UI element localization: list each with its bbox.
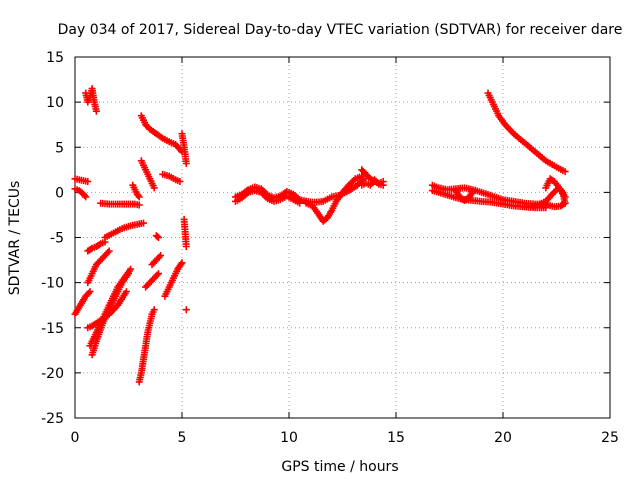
data-point-cross [155, 270, 162, 278]
data-point-cross [86, 288, 94, 296]
data-point [104, 249, 112, 256]
data-point [135, 193, 143, 201]
data-point-cross [82, 193, 90, 201]
y-tick-label: 0 [55, 185, 64, 201]
data-point [153, 233, 161, 241]
data-point-cross [177, 260, 185, 268]
data-point [178, 259, 186, 267]
data-point [182, 306, 190, 314]
data-point [157, 252, 165, 259]
y-axis-label: SDTVAR / TECUs [7, 181, 23, 296]
data-point-cross [379, 181, 387, 189]
data-point [182, 243, 190, 250]
y-tick-label: 5 [55, 140, 64, 156]
data-point [296, 199, 304, 207]
data-point [150, 184, 158, 192]
data-point [177, 260, 185, 268]
data-point-cross [127, 265, 135, 273]
data-point [82, 193, 90, 201]
data-point-cross [296, 199, 304, 207]
data-point-cross [105, 247, 113, 255]
data-point [560, 200, 568, 208]
data-point [153, 271, 161, 279]
data-point-cross [561, 199, 569, 207]
data-point [182, 160, 190, 167]
data-point-cross [125, 270, 132, 278]
data-point [561, 199, 569, 207]
data-point [140, 219, 147, 227]
axes [74, 56, 611, 419]
data-point [469, 188, 477, 195]
data-point-cross [150, 184, 158, 192]
data-point [81, 192, 89, 199]
data-point [92, 107, 100, 115]
data-point-cross [140, 219, 147, 227]
data-point-cross [176, 178, 184, 185]
data-point [86, 288, 94, 296]
x-tick-label: 15 [387, 430, 405, 446]
data-point-cross [134, 192, 142, 199]
x-tick-label: 25 [601, 430, 619, 446]
data-point-cross [92, 107, 100, 115]
data-point [135, 201, 143, 209]
data-point [134, 192, 142, 199]
data-point [561, 168, 569, 176]
x-tick-label: 20 [494, 430, 512, 446]
x-tick-label: 0 [71, 430, 80, 446]
data-point-cross [561, 168, 569, 176]
data-point-cross [122, 288, 130, 296]
data-point-cross [178, 259, 186, 267]
tick-labels: 0 5 10 15 20 25 -25 -20 -15 -10 -5 0 5 10 15 [41, 50, 619, 446]
data-point-cross [81, 192, 89, 199]
data-point-cross [150, 306, 158, 314]
data-point [176, 178, 184, 185]
y-tick-label: -10 [41, 276, 64, 292]
chart-title: Day 034 of 2017, Sidereal Day-to-day VTE… [58, 22, 623, 38]
data-point-cross [84, 178, 92, 185]
data-point-cross [153, 233, 161, 241]
data-point [87, 245, 95, 253]
data-points [71, 85, 569, 386]
data-point-cross [469, 188, 477, 195]
data-point-cross [182, 160, 190, 167]
data-point [122, 288, 130, 296]
data-point [105, 247, 113, 255]
y-tick-label: -20 [41, 366, 64, 382]
y-tick-label: -15 [41, 321, 64, 337]
data-point-cross [135, 193, 143, 201]
data-point [379, 181, 387, 189]
data-point-cross [153, 271, 161, 279]
data-point-cross [182, 306, 190, 314]
data-point-cross [560, 200, 568, 208]
y-tick-label: -5 [50, 231, 64, 247]
data-point [155, 270, 162, 278]
x-axis-label: GPS time / hours [281, 459, 398, 475]
data-point-cross [87, 245, 95, 253]
data-point-cross [155, 234, 162, 241]
x-tick-label: 10 [280, 430, 298, 446]
data-point-cross [104, 249, 112, 256]
data-point [150, 306, 158, 314]
data-point-cross [135, 201, 143, 209]
data-point [125, 270, 132, 278]
data-point [127, 265, 135, 273]
data-point [84, 178, 92, 185]
data-point [155, 234, 162, 241]
x-tick-label: 5 [178, 430, 187, 446]
y-tick-label: 15 [46, 50, 64, 66]
y-tick-label: -25 [41, 411, 64, 427]
y-tick-label: 10 [46, 95, 64, 111]
data-point-cross [157, 252, 165, 259]
data-point-cross [182, 243, 190, 250]
